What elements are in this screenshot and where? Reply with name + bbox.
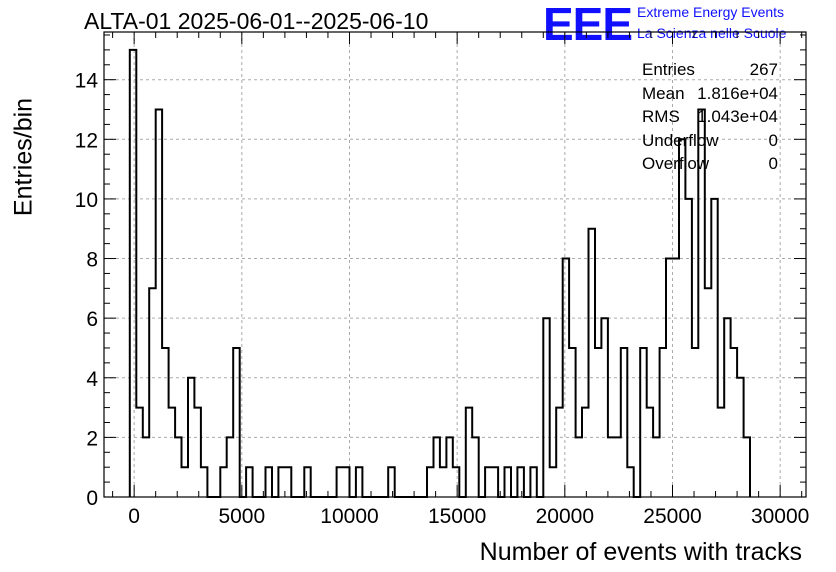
brand-line-1: Extreme Energy Events: [637, 4, 785, 20]
x-tick-label: 0: [128, 505, 140, 528]
stat-row-rms: RMS 1.043e+04: [642, 107, 778, 131]
stat-name: Overflow: [642, 154, 710, 173]
plot-frame: [103, 31, 807, 498]
x-tick-label: 20000: [536, 505, 594, 528]
x-tick-label: 15000: [428, 505, 486, 528]
y-tick-label: 6: [86, 308, 98, 331]
y-axis-label: Entries/bin: [9, 97, 38, 217]
stat-row-mean: Mean 1.816e+04: [642, 84, 778, 108]
y-tick-label: 14: [75, 70, 99, 93]
y-tick-label: 12: [75, 129, 98, 152]
y-tick-label: 8: [86, 249, 98, 272]
stat-name: Entries: [642, 60, 695, 79]
stat-value: 267: [749, 60, 778, 79]
chart-title: ALTA-01 2025-06-01--2025-06-10: [84, 8, 429, 34]
x-tick-label: 30000: [751, 505, 809, 528]
histogram-step-line: [128, 48, 751, 498]
stat-value: 0: [768, 154, 778, 173]
x-tick-label: 10000: [320, 505, 378, 528]
stat-name: RMS: [642, 107, 680, 126]
x-axis-label: Number of events with tracks: [479, 538, 802, 566]
x-tick-label: 25000: [643, 505, 701, 528]
stat-name: Underflow: [642, 130, 719, 150]
y-tick-label: 2: [86, 427, 98, 450]
stat-name: Mean: [642, 83, 685, 103]
y-tick-label: 10: [75, 189, 98, 212]
stat-value: 1.816e+04: [697, 83, 778, 103]
stats-box: Entries 267 Mean 1.816e+04 RMS 1.043e+04…: [642, 60, 778, 178]
stat-row-overflow: Overflow 0: [642, 154, 778, 178]
stat-value: 0: [768, 130, 778, 150]
stat-row-entries: Entries 267: [642, 60, 778, 84]
eee-logo: EEE: [543, 0, 633, 50]
brand-line-2: La Scienza nelle Scuole: [637, 25, 787, 41]
stat-row-underflow: Underflow 0: [642, 131, 778, 155]
y-tick-label: 4: [86, 368, 98, 391]
y-tick-label: 0: [86, 487, 98, 510]
x-tick-label: 5000: [218, 505, 265, 528]
stat-value: 1.043e+04: [697, 107, 778, 126]
